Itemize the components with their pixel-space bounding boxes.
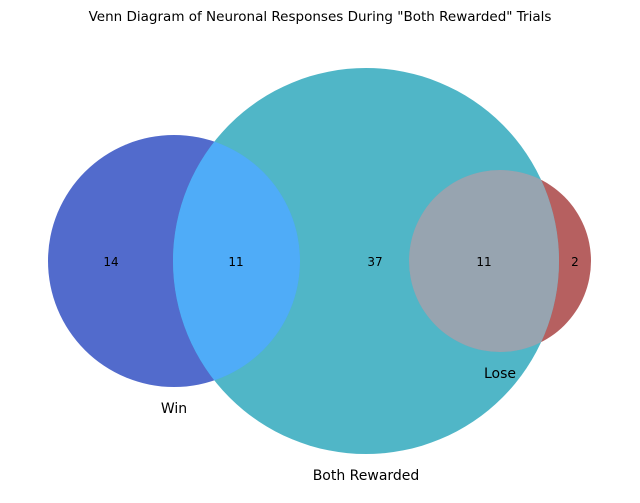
set-label-lose: Lose: [484, 366, 516, 382]
chart-title: Venn Diagram of Neuronal Responses Durin…: [89, 9, 552, 25]
count-both-lose: 11: [476, 255, 491, 269]
set-label-both-rewarded: Both Rewarded: [313, 468, 420, 484]
count-both-only: 37: [367, 255, 382, 269]
set-label-win: Win: [161, 401, 187, 417]
set-circle-both-rewarded: [173, 68, 559, 454]
count-win-both: 11: [228, 255, 243, 269]
count-win-only: 14: [103, 255, 118, 269]
count-lose-only: 2: [571, 255, 579, 269]
